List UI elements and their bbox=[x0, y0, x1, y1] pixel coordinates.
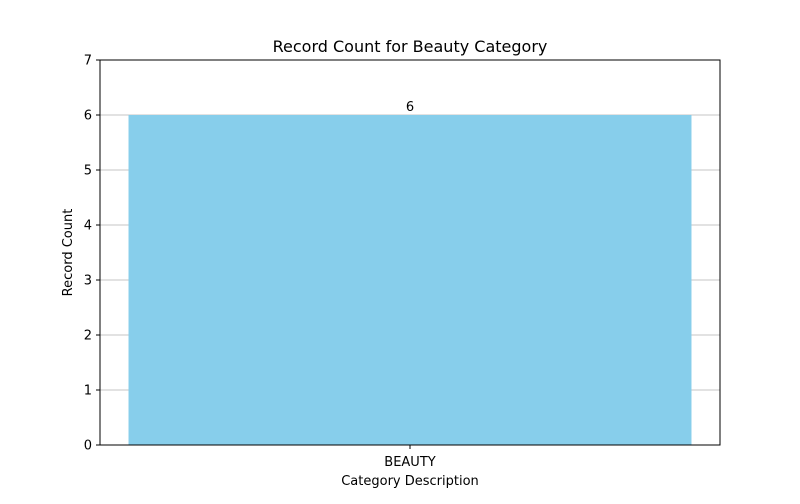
data-label: 6 bbox=[406, 100, 414, 115]
bar-beauty bbox=[128, 115, 692, 445]
y-tick-label: 2 bbox=[84, 329, 92, 344]
data-labels: 6 bbox=[406, 100, 414, 115]
y-tick-label: 5 bbox=[84, 164, 92, 179]
y-tick-label: 6 bbox=[84, 109, 92, 124]
y-tick-label: 3 bbox=[84, 274, 92, 289]
y-axis-ticks: 0 1 2 3 4 5 6 7 bbox=[84, 54, 100, 454]
x-tick-label: BEAUTY bbox=[384, 455, 435, 470]
y-tick-label: 4 bbox=[84, 219, 92, 234]
x-axis-label: Category Description bbox=[341, 474, 479, 489]
bars bbox=[128, 115, 692, 445]
y-axis-label: Record Count bbox=[61, 209, 76, 297]
y-tick-label: 7 bbox=[84, 54, 92, 69]
x-axis-ticks: BEAUTY bbox=[384, 445, 436, 470]
y-tick-label: 1 bbox=[84, 384, 92, 399]
chart-title: Record Count for Beauty Category bbox=[273, 37, 548, 56]
y-tick-label: 0 bbox=[84, 439, 92, 454]
